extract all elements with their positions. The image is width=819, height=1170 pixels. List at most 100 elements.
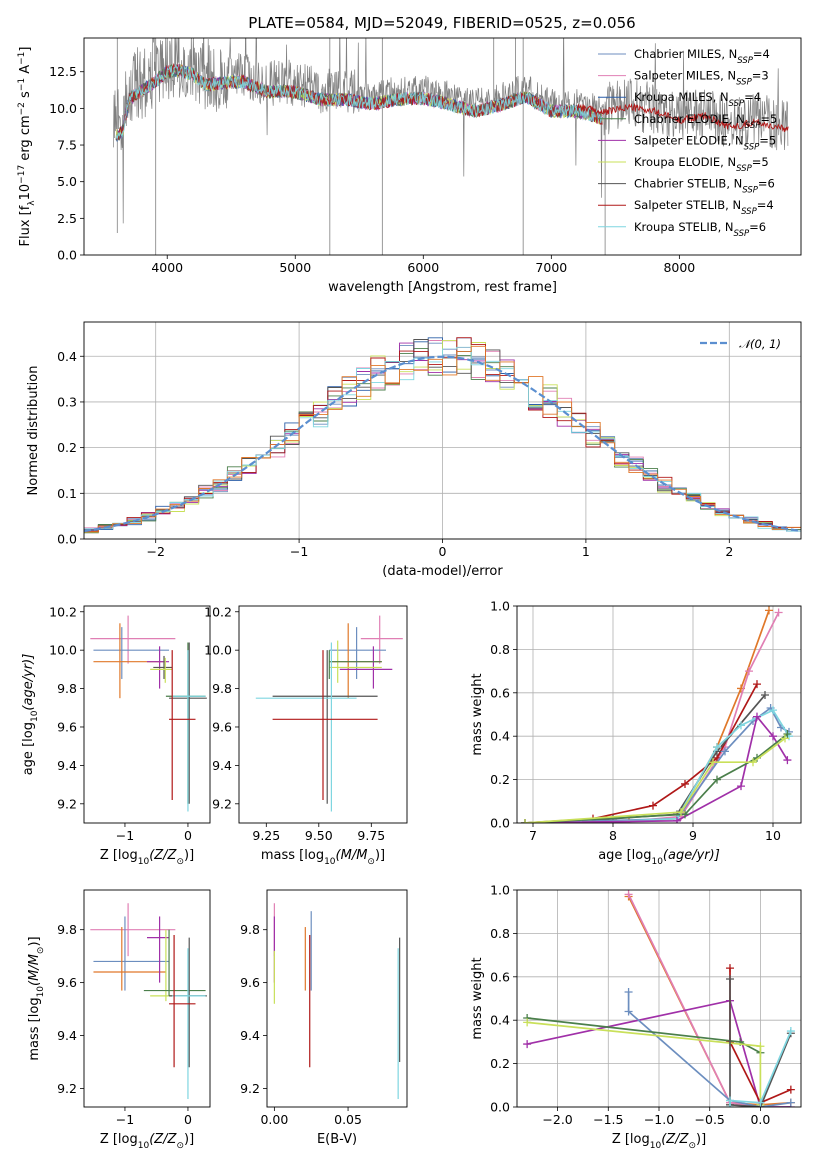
ylabel-rest: (M/M: [27, 954, 42, 986]
x-tick-label: 8: [609, 828, 617, 843]
x-tick-label: 1: [582, 544, 590, 559]
model-line-kroupa-stelib: [115, 64, 603, 140]
y-tick-label: 0.2: [57, 440, 77, 455]
y-tick-label: 0.0: [490, 1100, 510, 1115]
spectrum-lines: [113, 38, 789, 255]
series-line-7: [729, 979, 792, 1107]
y-tick-label: 0.2: [490, 1056, 510, 1071]
xlabel-rest: (Z/Z: [149, 848, 177, 863]
legend-n: =5: [760, 112, 777, 126]
x-tick-label: 4000: [151, 260, 183, 275]
y-tick-label: 9.2: [57, 796, 77, 811]
y-tick-label: 0.8: [490, 926, 510, 941]
y-tick-label: 9.4: [57, 758, 77, 773]
axes-frame: [238, 605, 408, 824]
xlabel-main: Z [log: [100, 1132, 138, 1147]
y-tick-label: 9.6: [212, 719, 232, 734]
series-line-7: [524, 733, 788, 823]
x-tick-label: 9.75: [357, 828, 385, 843]
y-tick-label: 0.2: [490, 772, 510, 787]
legend-sub: SSP: [737, 56, 753, 66]
y-tick-label: 0.3: [57, 394, 77, 409]
series-point-2-0: [523, 1040, 532, 1049]
y-label-part: A: [18, 65, 33, 78]
series-point-8-4: [781, 734, 789, 743]
series-point-5-5: [769, 706, 777, 715]
y-tick-label: 5.0: [57, 174, 77, 189]
xlabel-main: age [log: [598, 848, 651, 863]
residual-hists: [84, 337, 801, 534]
xlabel-end: )]: [696, 1132, 706, 1147]
residual-hist-orange: [84, 345, 801, 532]
series-point-8-2: [709, 758, 717, 767]
ylabel-sub: 10: [36, 986, 46, 998]
x-tick-label: 0.00: [260, 1112, 288, 1127]
y-label-part: erg cm: [18, 115, 33, 164]
x-tick-label: 7000: [535, 260, 567, 275]
ylabel-main: age [log: [21, 722, 36, 775]
x-tick-label: 2: [725, 544, 733, 559]
legend-n: =5: [759, 133, 776, 147]
y-tick-label: 7.5: [57, 138, 77, 153]
xlabel-rest: (Z/Z: [661, 1132, 689, 1147]
y-axis-label: mass weight: [470, 957, 485, 1039]
ylabel-main: mass [log: [27, 997, 42, 1060]
figure-title: PLATE=0584, MJD=52049, FIBERID=0525, z=0…: [248, 14, 635, 32]
series-point-1-0: [624, 890, 633, 899]
x-tick-label: 0.05: [334, 1112, 362, 1127]
legend-label: Chabrier ELODIE, N: [634, 112, 745, 126]
y-tick-label: 12.5: [49, 64, 77, 79]
series-point-8-1: [677, 808, 685, 817]
y-label-part: −2: [17, 102, 27, 115]
xlabel-sun: ⊙: [367, 857, 375, 867]
y-tick-label: 9.8: [212, 681, 232, 696]
mass-weight-vs-Z-series: [523, 890, 795, 1107]
x-axis-label: Z [log10(Z/Z⊙)]: [100, 1132, 194, 1151]
legend-entry: Salpeter MILES, NSSP=3: [634, 69, 769, 88]
legend-sub: SSP: [729, 99, 745, 109]
y-tick-label: 0.0: [57, 532, 77, 547]
x-tick-label: 6000: [407, 260, 439, 275]
legend-sub: SSP: [741, 207, 757, 217]
legend-label: Chabrier MILES, N: [634, 47, 737, 61]
legend-n: =4: [753, 47, 770, 61]
xlabel-sun: ⊙: [176, 857, 184, 867]
xlabel-end: )]: [184, 1132, 194, 1147]
series-point-7-4: [783, 730, 792, 739]
y-tick-label: 0.4: [490, 729, 510, 744]
y-tick-label: 10.2: [204, 604, 232, 619]
age-vs-mass-points: [255, 615, 403, 812]
legend-n: =6: [758, 177, 775, 191]
legend-label: Salpeter MILES, N: [634, 69, 736, 83]
y-tick-label: 9.6: [57, 975, 77, 990]
series-line-5: [527, 1017, 761, 1054]
series-line-3: [525, 694, 766, 823]
ylabel-end: )]: [27, 936, 42, 946]
mass-weight-vs-Z-panel: −2.0 −1.5 −1.0 −0.5 0.0 0.0 0.2 0.4 0.6 0.8 1.0 Z […: [470, 883, 802, 1151]
series-point-2-3: [681, 779, 689, 788]
x-tick-label: −1: [290, 544, 308, 559]
axes-frame: [516, 605, 802, 824]
legend-entry: Salpeter ELODIE, NSSP=5: [634, 133, 776, 152]
x-axis-label: wavelength [Angstrom, rest frame]: [328, 280, 557, 295]
legend-entry: Chabrier MILES, NSSP=4: [634, 47, 770, 66]
series-line-6: [524, 714, 789, 823]
xlabel-main: Z [log: [612, 1132, 650, 1147]
y-tick-label: 0.4: [57, 349, 77, 364]
y-label-part: Flux [f: [18, 205, 33, 246]
model-line-salpeter-stelib-red: [576, 102, 789, 132]
xlabel-end: )]: [375, 848, 385, 863]
x-axis-label: mass [log10(M/M⊙)]: [261, 848, 385, 867]
series-line-2: [526, 999, 791, 1107]
x-tick-label: 7: [529, 828, 537, 843]
xlabel-rest: (M/M: [336, 848, 368, 863]
axes-frame: [83, 889, 211, 1108]
xlabel-sub: 10: [138, 1141, 150, 1151]
series-point-2-5: [753, 680, 761, 689]
y-tick-label: 9.4: [57, 1028, 77, 1043]
legend-label: Kroupa MILES, N: [634, 90, 729, 104]
y-tick-label: 0.1: [57, 486, 77, 501]
y-tick-label: 2.5: [57, 211, 77, 226]
